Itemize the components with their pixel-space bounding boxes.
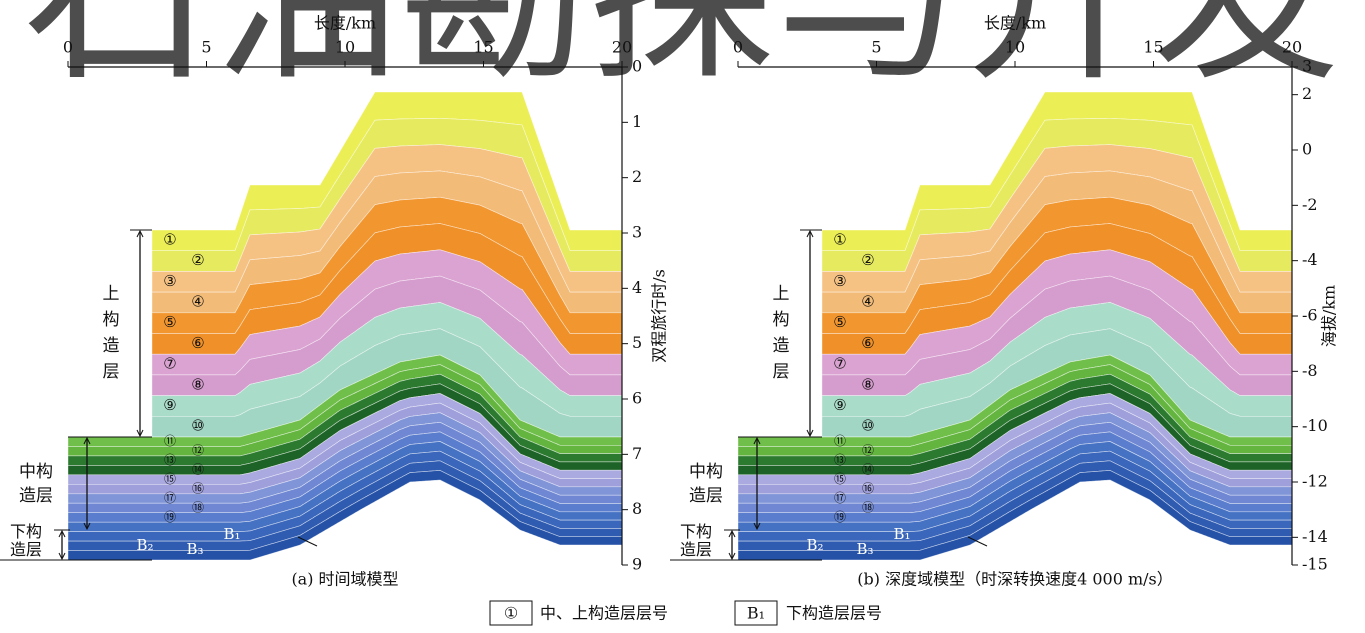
x-tick-label: 10 — [335, 38, 355, 57]
y-tick-label: -8 — [1302, 361, 1318, 380]
y-tick-label: 2 — [1302, 84, 1312, 103]
base-layer-label: B₄ — [987, 538, 1004, 556]
legend-text: 下构造层层号 — [786, 604, 882, 623]
y-tick-label: 7 — [632, 444, 642, 463]
x-tick-label: 15 — [1143, 38, 1163, 57]
layer-label: ⑰ — [834, 491, 846, 505]
layer-label: ② — [861, 251, 874, 269]
y-tick-label: 4 — [632, 278, 642, 297]
bracket-label: 中构造层 — [688, 460, 724, 508]
y-tick-label: 9 — [632, 555, 642, 574]
base-layer-label: B₂ — [136, 536, 153, 554]
layer-label: ④ — [191, 292, 204, 310]
layer-label: ⑫ — [192, 444, 204, 458]
y-tick-label: 5 — [632, 333, 642, 352]
y-tick-label: 1 — [632, 112, 642, 131]
layer-label: ⑮ — [164, 472, 176, 486]
y-tick-label: 0 — [1302, 140, 1312, 159]
layer-label: ⑥ — [861, 334, 874, 352]
layer-label: ⑨ — [833, 396, 846, 414]
x-tick-label: 10 — [1005, 38, 1025, 57]
y-tick-label: 8 — [632, 499, 642, 518]
layer-label: ⑨ — [163, 396, 176, 414]
bracket-label: 上构造层 — [102, 281, 120, 385]
base-layer-label: B₃ — [856, 540, 873, 558]
layer-label: ⑬ — [164, 453, 176, 467]
y-tick-label: -4 — [1302, 250, 1318, 269]
layer-label: ⑤ — [163, 313, 176, 331]
layer-label: ⑥ — [191, 334, 204, 352]
x-axis-title: 长度/km — [984, 14, 1046, 33]
base-layer-label: B₁ — [893, 525, 910, 543]
bracket-label: 上构造层 — [772, 281, 790, 385]
layer-label: ⑧ — [861, 375, 874, 393]
caption: (b) 深度域模型（时深转换速度4 000 m/s） — [857, 570, 1172, 589]
layer-label: ⑩ — [191, 417, 204, 435]
y-tick-label: 2 — [632, 167, 642, 186]
layer-label: ⑲ — [834, 510, 846, 524]
x-tick-label: 20 — [1282, 38, 1302, 57]
x-axis-title: 长度/km — [314, 14, 376, 33]
legend-symbol: ① — [504, 604, 518, 623]
base-layer-label: B₁ — [223, 525, 240, 543]
layer-label: ⑦ — [163, 355, 176, 373]
layer-label: ⑯ — [192, 482, 204, 496]
layer-label: ⑬ — [834, 453, 846, 467]
layer-label: ⑭ — [192, 463, 204, 477]
layer-label: ⑭ — [862, 463, 874, 477]
y-tick-label: 3 — [1302, 57, 1312, 76]
layer-label: ② — [191, 251, 204, 269]
caption: (a) 时间域模型 — [291, 570, 398, 589]
y-tick-label: 0 — [632, 57, 642, 76]
layer-label: ⑧ — [191, 375, 204, 393]
x-tick-label: 20 — [612, 38, 632, 57]
layer-label: ⑦ — [833, 355, 846, 373]
y-tick-label: -10 — [1302, 416, 1328, 435]
x-tick-label: 5 — [201, 38, 211, 57]
bracket-label: 下构造层 — [8, 523, 44, 559]
layer-label: ⑮ — [834, 472, 846, 486]
layer-label: ⑱ — [192, 500, 204, 514]
legend-symbol: B₁ — [747, 604, 765, 623]
y-tick-label: -12 — [1302, 472, 1328, 491]
legend-text: 中、上构造层层号 — [540, 604, 668, 623]
layer-label: ⑤ — [833, 313, 846, 331]
layer-label: ④ — [861, 292, 874, 310]
y-tick-label: -2 — [1302, 195, 1318, 214]
layer-label: ⑩ — [861, 417, 874, 435]
bracket-label: 下构造层 — [678, 523, 714, 559]
x-tick-label: 0 — [63, 38, 73, 57]
base-layer-label: B₂ — [806, 536, 823, 554]
layer-label: ⑪ — [834, 434, 846, 448]
base-layer-label: B₄ — [317, 538, 334, 556]
layer-label: ⑪ — [164, 434, 176, 448]
y-tick-label: -14 — [1302, 527, 1328, 546]
layer-label: ③ — [163, 272, 176, 290]
y-tick-label: -15 — [1302, 555, 1328, 574]
x-tick-label: 5 — [871, 38, 881, 57]
y-tick-label: 6 — [632, 389, 642, 408]
layer-label: ⑱ — [862, 500, 874, 514]
y-tick-label: -6 — [1302, 306, 1318, 325]
bracket-label: 中构造层 — [18, 460, 54, 508]
y-axis-title: 海拔/km — [1320, 285, 1339, 347]
layer-label: ③ — [833, 272, 846, 290]
layer-label: ① — [163, 230, 176, 248]
layer-label: ⑲ — [164, 510, 176, 524]
layer-label: ① — [833, 230, 846, 248]
layer-label: ⑯ — [862, 482, 874, 496]
x-tick-label: 0 — [733, 38, 743, 57]
layer-label: ⑰ — [164, 491, 176, 505]
page: 石油勘探与开发 ①②③④⑤⑥⑦⑧⑨⑩⑪⑫⑬⑭⑮⑯⑰⑱⑲B₁B₂B₃B₄05101… — [0, 0, 1365, 633]
x-tick-label: 15 — [473, 38, 493, 57]
base-layer-label: B₃ — [186, 540, 203, 558]
y-tick-label: 3 — [632, 223, 642, 242]
y-axis-title: 双程旅行时/s — [650, 269, 669, 363]
layer-label: ⑫ — [862, 444, 874, 458]
